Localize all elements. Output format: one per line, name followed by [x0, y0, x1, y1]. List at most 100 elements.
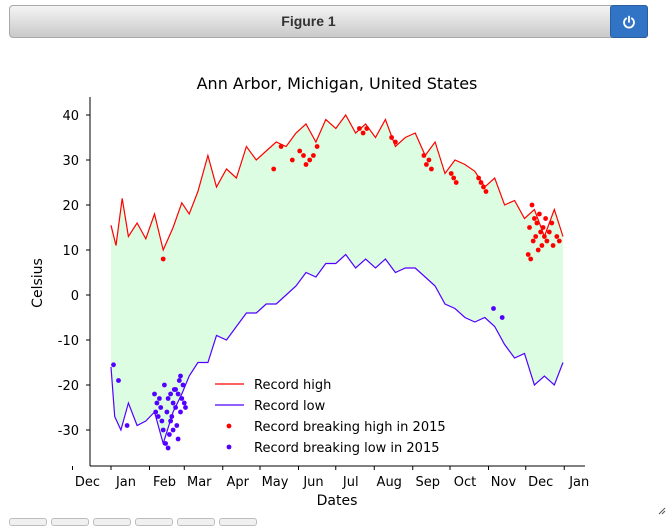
record-high-point: [543, 216, 548, 221]
y-tick-label: 20: [62, 199, 79, 214]
record-low-point: [183, 405, 188, 410]
record-high-point: [483, 189, 489, 194]
record-low-point: [499, 315, 505, 320]
high-low-fill: [111, 115, 563, 444]
toolbar-button-forward[interactable]: [93, 518, 131, 526]
record-low-point: [178, 373, 183, 379]
record-high-point: [481, 184, 486, 190]
figure-title: Figure 1: [281, 13, 336, 29]
record-high-point: [314, 144, 320, 149]
record-high-point: [289, 157, 295, 163]
record-low-point: [168, 418, 174, 424]
toolbar-button-save[interactable]: [219, 518, 257, 526]
record-high-point: [476, 175, 481, 181]
record-high-point: [527, 225, 532, 230]
record-low-point: [174, 423, 180, 428]
record-low-line: [110, 253, 564, 446]
record-high-point: [360, 130, 366, 136]
record-low-point: [162, 382, 167, 388]
record-high-point: [453, 180, 459, 185]
record-high-point: [311, 153, 316, 158]
x-axis-label: Dates: [317, 493, 358, 509]
x-tick-label: Feb: [153, 475, 176, 490]
legend-label: Record breaking high in 2015: [254, 420, 446, 435]
x-tick-label: Sep: [415, 475, 440, 490]
toolbar-button-pan[interactable]: [135, 518, 173, 526]
record-high-point: [357, 126, 362, 131]
power-icon: [623, 15, 635, 28]
chart-figure: -30 -20 -10 0 10 20 30 40 Dec Jan Feb Mar Apr May Jun…: [30, 74, 589, 509]
chart-title: Ann Arbor, Michigan, United States: [197, 74, 478, 93]
toolbar-button-zoom[interactable]: [177, 518, 215, 526]
record-high-point: [426, 157, 432, 163]
record-low-point: [175, 391, 181, 397]
x-axis-ticks: Dec Jan Feb Mar Apr May Jun Jul Aug Sep Oct Nov Dec J…: [72, 466, 589, 490]
figure-titlebar: Figure 1: [9, 5, 648, 38]
record-low-point: [111, 362, 116, 368]
record-high-point: [448, 171, 454, 176]
record-high-point: [554, 234, 560, 239]
record-high-point: [534, 220, 540, 226]
record-high-point: [556, 238, 562, 244]
record-high-points: [160, 126, 562, 262]
record-high-point: [389, 135, 394, 140]
record-high-point: [540, 225, 546, 230]
record-low-point: [168, 391, 174, 397]
record-low-point: [157, 396, 162, 401]
record-low-point: [152, 391, 157, 397]
record-high-point: [393, 139, 398, 145]
y-axis-label: Celsius: [30, 258, 46, 308]
legend-point-swatch: [226, 444, 232, 450]
record-high-point: [364, 126, 370, 131]
record-high-point: [297, 148, 303, 154]
x-tick-label: Apr: [227, 475, 250, 490]
legend-label: Record high: [254, 378, 331, 393]
y-axis-ticks: -30 -20 -10 0 10 20 30 40: [58, 109, 90, 439]
record-low-point: [181, 400, 187, 406]
record-high-point: [528, 256, 534, 262]
record-low-point: [154, 400, 160, 406]
x-tick-label: May: [262, 475, 289, 490]
power-button[interactable]: [610, 5, 648, 38]
record-low-point: [163, 441, 169, 446]
resize-grip-icon[interactable]: [658, 507, 666, 515]
record-low-point: [170, 427, 176, 433]
record-high-point: [278, 144, 284, 149]
record-high-point: [533, 234, 539, 239]
record-low-point: [167, 432, 172, 437]
legend: Record high Record low Record breaking hig…: [215, 378, 446, 456]
y-tick-label: -20: [58, 379, 79, 394]
x-tick-label: Oct: [454, 475, 476, 490]
x-tick-label: Mar: [187, 475, 212, 490]
record-high-point: [537, 211, 542, 217]
record-high-point: [424, 162, 429, 167]
x-tick-label: Jun: [302, 475, 323, 490]
record-high-point: [550, 243, 556, 248]
record-high-point: [538, 229, 543, 235]
record-low-point: [153, 409, 159, 415]
record-low-point: [159, 418, 165, 424]
record-low-point: [158, 405, 164, 410]
y-tick-label: -10: [58, 334, 79, 349]
x-tick-label: Aug: [377, 475, 402, 490]
record-low-point: [169, 414, 175, 419]
record-high-point: [478, 180, 484, 185]
record-high-point: [539, 243, 545, 248]
record-low-point: [491, 306, 496, 311]
record-high-point: [529, 202, 535, 208]
x-tick-label: Dec: [528, 475, 553, 490]
legend-point-swatch: [226, 423, 232, 429]
legend-label: Record breaking low in 2015: [254, 441, 440, 456]
x-tick-label: Dec: [75, 475, 100, 490]
record-low-point: [179, 396, 185, 401]
record-low-point: [173, 405, 179, 410]
record-low-point: [160, 427, 166, 433]
toolbar-button-back[interactable]: [51, 518, 89, 526]
toolbar-button-home[interactable]: [9, 518, 47, 526]
y-tick-label: 30: [62, 154, 79, 169]
record-high-point: [535, 247, 541, 253]
record-high-point: [271, 166, 277, 172]
record-high-point: [421, 153, 427, 158]
record-low-point: [178, 409, 183, 415]
record-low-point: [124, 423, 130, 428]
